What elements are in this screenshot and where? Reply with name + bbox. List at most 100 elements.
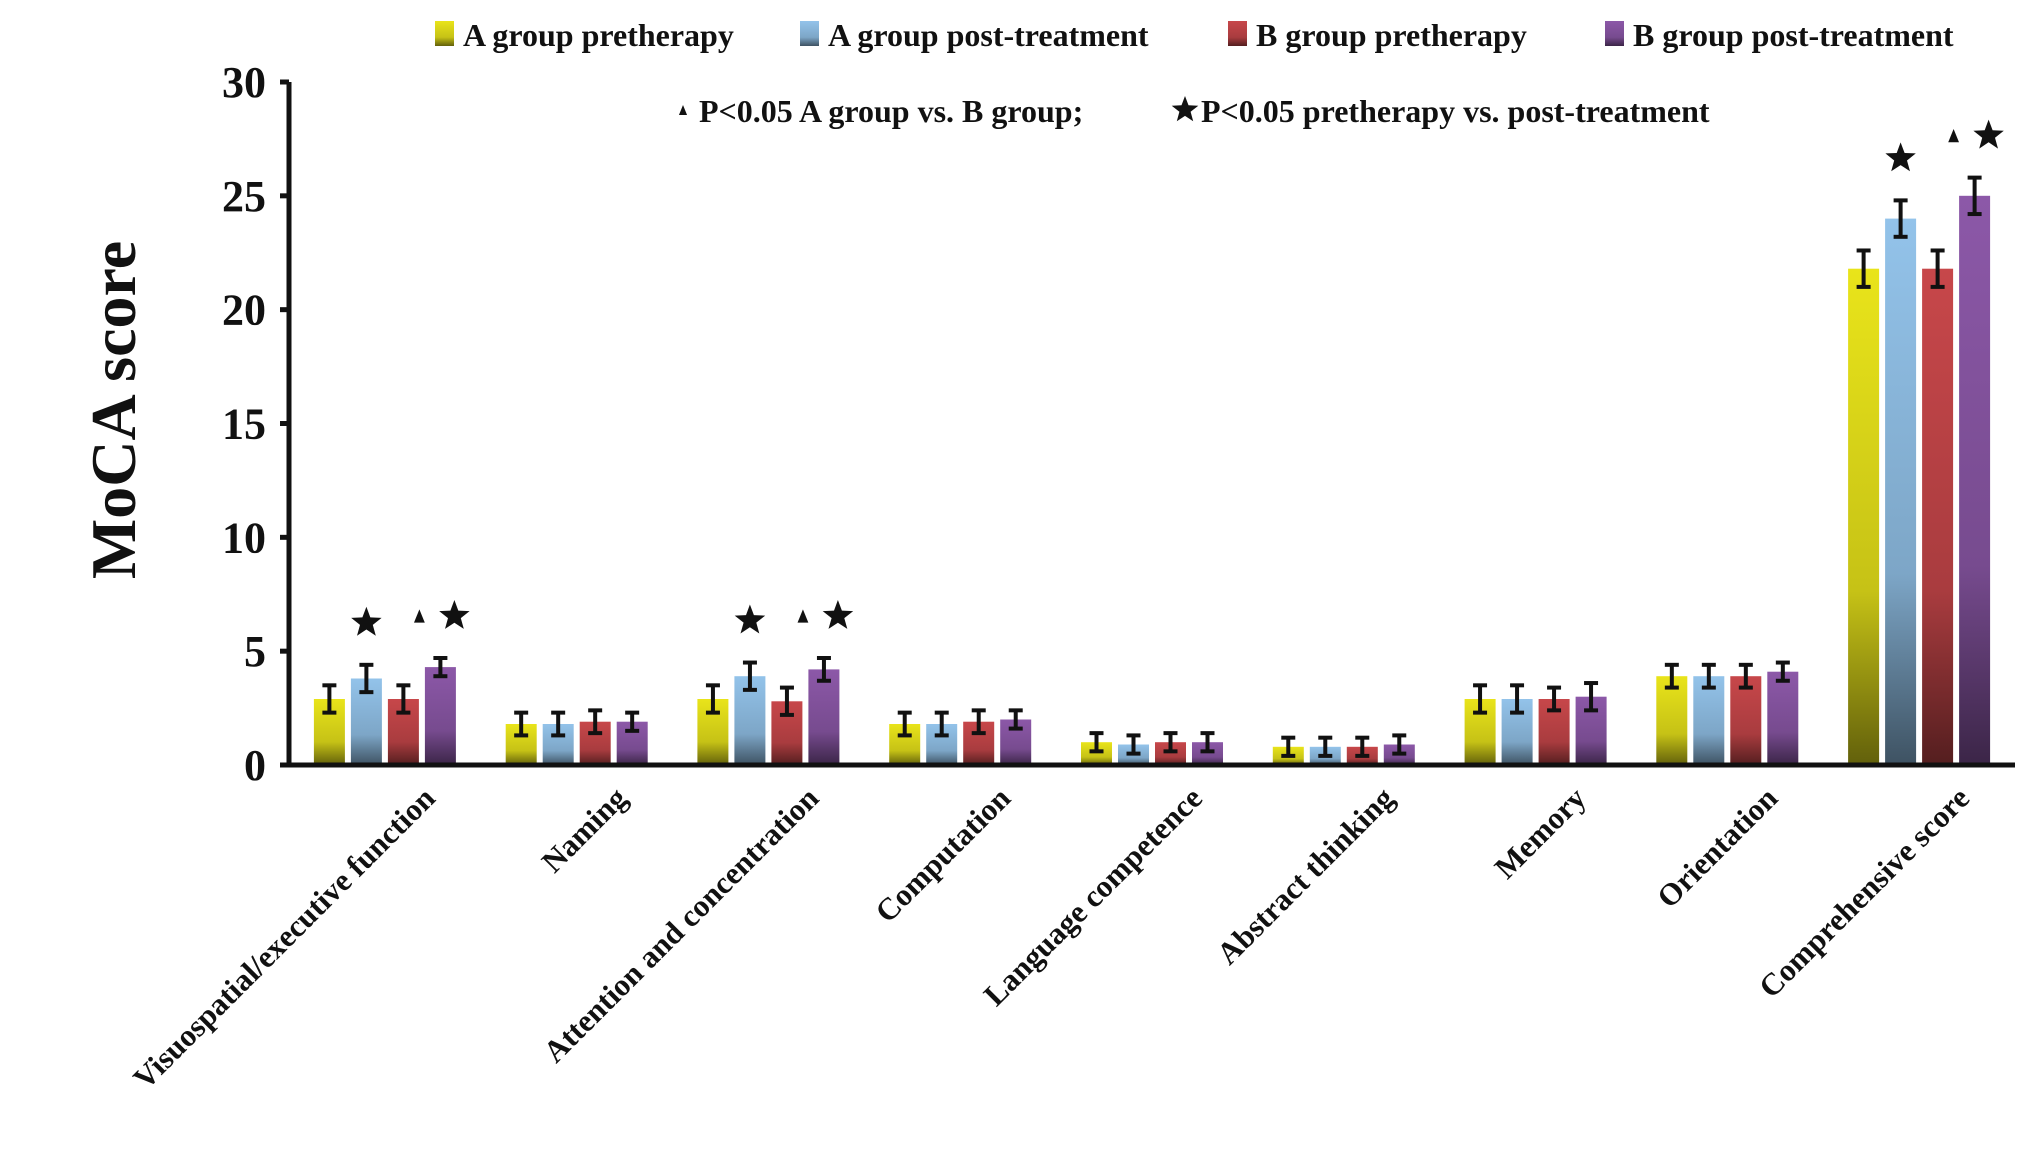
error-bar	[1584, 681, 1599, 713]
star-icon	[351, 606, 382, 636]
error-bar	[625, 710, 640, 733]
category-label-abstract-thinking: Abstract thinking	[1210, 780, 1401, 971]
error-bar	[1930, 248, 1945, 289]
significance-mark	[797, 600, 854, 629]
category-label-orientation: Orientation	[1650, 780, 1784, 914]
y-tick-label: 30	[222, 58, 266, 107]
error-bar	[816, 655, 831, 683]
error-bar	[1967, 175, 1982, 217]
legend-item-a-group-pretherapy: A group pretherapy	[435, 17, 734, 53]
note-text: P<0.05 A group vs. B group;	[699, 93, 1083, 129]
legend-label: B group pretherapy	[1256, 17, 1527, 53]
error-bar	[779, 685, 794, 717]
error-bar	[742, 660, 757, 692]
error-bar	[588, 708, 603, 736]
bar-language-competence-b-group-post-treatment	[1192, 742, 1223, 765]
y-axis-ticks: 0 5 10 15 20 25 30	[222, 58, 289, 790]
error-bar	[1664, 662, 1679, 690]
error-bar	[1163, 731, 1178, 754]
error-bar	[1392, 733, 1407, 756]
bar-comprehensive-score-b-group-pretherapy	[1922, 268, 1954, 765]
error-bar	[1318, 735, 1333, 758]
legend-item-b-group-post-treatment: B group post-treatment	[1605, 17, 1954, 53]
legend-label: A group post-treatment	[828, 17, 1149, 53]
legend-swatch	[1228, 21, 1247, 46]
category-labels: Visuospatial/executive function NamingAtt…	[126, 780, 1976, 1096]
triangle-icon	[678, 105, 688, 115]
error-bar	[705, 683, 720, 715]
error-bar	[551, 710, 566, 738]
legend-item-b-group-pretherapy: B group pretherapy	[1228, 17, 1527, 53]
bar-orientation-b-group-post-treatment	[1767, 671, 1799, 765]
significance-mark	[413, 600, 470, 629]
error-bar	[514, 710, 529, 738]
legend: A group pretherapy A group post-treatment…	[435, 17, 1954, 53]
star-icon	[822, 600, 854, 629]
error-bar	[1775, 660, 1790, 683]
bar-visuospatial-executive-function-b-group-post-treatment	[424, 667, 456, 765]
significance-mark	[351, 606, 382, 636]
category-label-comprehensive-score: Comprehensive score	[1752, 780, 1976, 1004]
legend-item-a-group-post-treatment: A group post-treatment	[800, 17, 1149, 53]
error-bar	[359, 662, 374, 695]
error-bar	[1008, 708, 1023, 731]
significance-note: P<0.05 A group vs. B group; P<0.05 prethe…	[678, 93, 1710, 129]
bar-comprehensive-score-a-group-post-treatment	[1885, 218, 1917, 766]
legend-label: B group post-treatment	[1633, 17, 1954, 53]
note-item-star: P<0.05 pretherapy vs. post-treatment	[1171, 93, 1710, 129]
error-bar	[1355, 735, 1370, 758]
error-bar	[971, 708, 986, 736]
error-bar	[1281, 735, 1296, 758]
legend-swatch	[1605, 21, 1624, 46]
error-bar	[897, 710, 912, 738]
bar-orientation-a-group-pretherapy	[1656, 676, 1688, 765]
triangle-icon	[797, 609, 809, 623]
bar-orientation-b-group-pretherapy	[1730, 676, 1762, 765]
category-label-language-competence: Language competence	[977, 780, 1209, 1012]
note-text: P<0.05 pretherapy vs. post-treatment	[1201, 93, 1710, 129]
error-bar	[1856, 248, 1871, 289]
error-bar	[396, 683, 411, 715]
error-bar	[1126, 733, 1141, 756]
bar-comprehensive-score-a-group-pretherapy	[1848, 268, 1880, 765]
category-label-computation: Computation	[868, 780, 1017, 929]
bar-orientation-a-group-post-treatment	[1693, 676, 1725, 765]
bar-comprehensive-score-b-group-post-treatment	[1959, 195, 1991, 766]
significance-mark	[734, 604, 766, 634]
error-bar	[1510, 683, 1525, 715]
error-bar	[1089, 731, 1104, 754]
bar-language-competence-a-group-pretherapy	[1081, 742, 1112, 765]
error-bar	[934, 710, 949, 738]
star-icon	[1973, 119, 2004, 149]
star-icon	[734, 604, 766, 634]
error-bar	[1473, 683, 1488, 715]
triangle-icon	[1948, 129, 1960, 143]
bar-attention-and-concentration-b-group-post-treatment	[808, 669, 840, 765]
category-label-memory: Memory	[1487, 780, 1592, 885]
y-tick-label: 20	[222, 286, 266, 335]
significance-marks	[351, 119, 2004, 636]
star-icon	[439, 600, 470, 629]
category-label-naming: Naming	[535, 780, 634, 879]
y-tick-label: 0	[244, 741, 266, 790]
category-label-visuospatial-executive-function: Visuospatial/executive function	[126, 780, 442, 1096]
star-icon	[1885, 142, 1916, 172]
y-axis-title: MoCA score	[78, 241, 149, 579]
error-bar	[322, 683, 337, 715]
significance-mark	[1948, 119, 2004, 149]
legend-swatch	[435, 21, 454, 46]
error-bar	[1547, 685, 1562, 713]
legend-label: A group pretherapy	[463, 17, 734, 53]
bar-language-competence-b-group-pretherapy	[1155, 742, 1186, 765]
y-tick-label: 15	[222, 400, 266, 449]
y-tick-label: 5	[244, 627, 266, 676]
error-bar	[1738, 662, 1753, 690]
error-bar	[1893, 198, 1908, 239]
error-bars	[322, 175, 1982, 758]
legend-swatch	[800, 21, 819, 46]
error-bar	[433, 655, 448, 679]
bars	[313, 195, 1991, 766]
y-tick-label: 10	[222, 513, 266, 562]
significance-mark	[1885, 142, 1916, 172]
